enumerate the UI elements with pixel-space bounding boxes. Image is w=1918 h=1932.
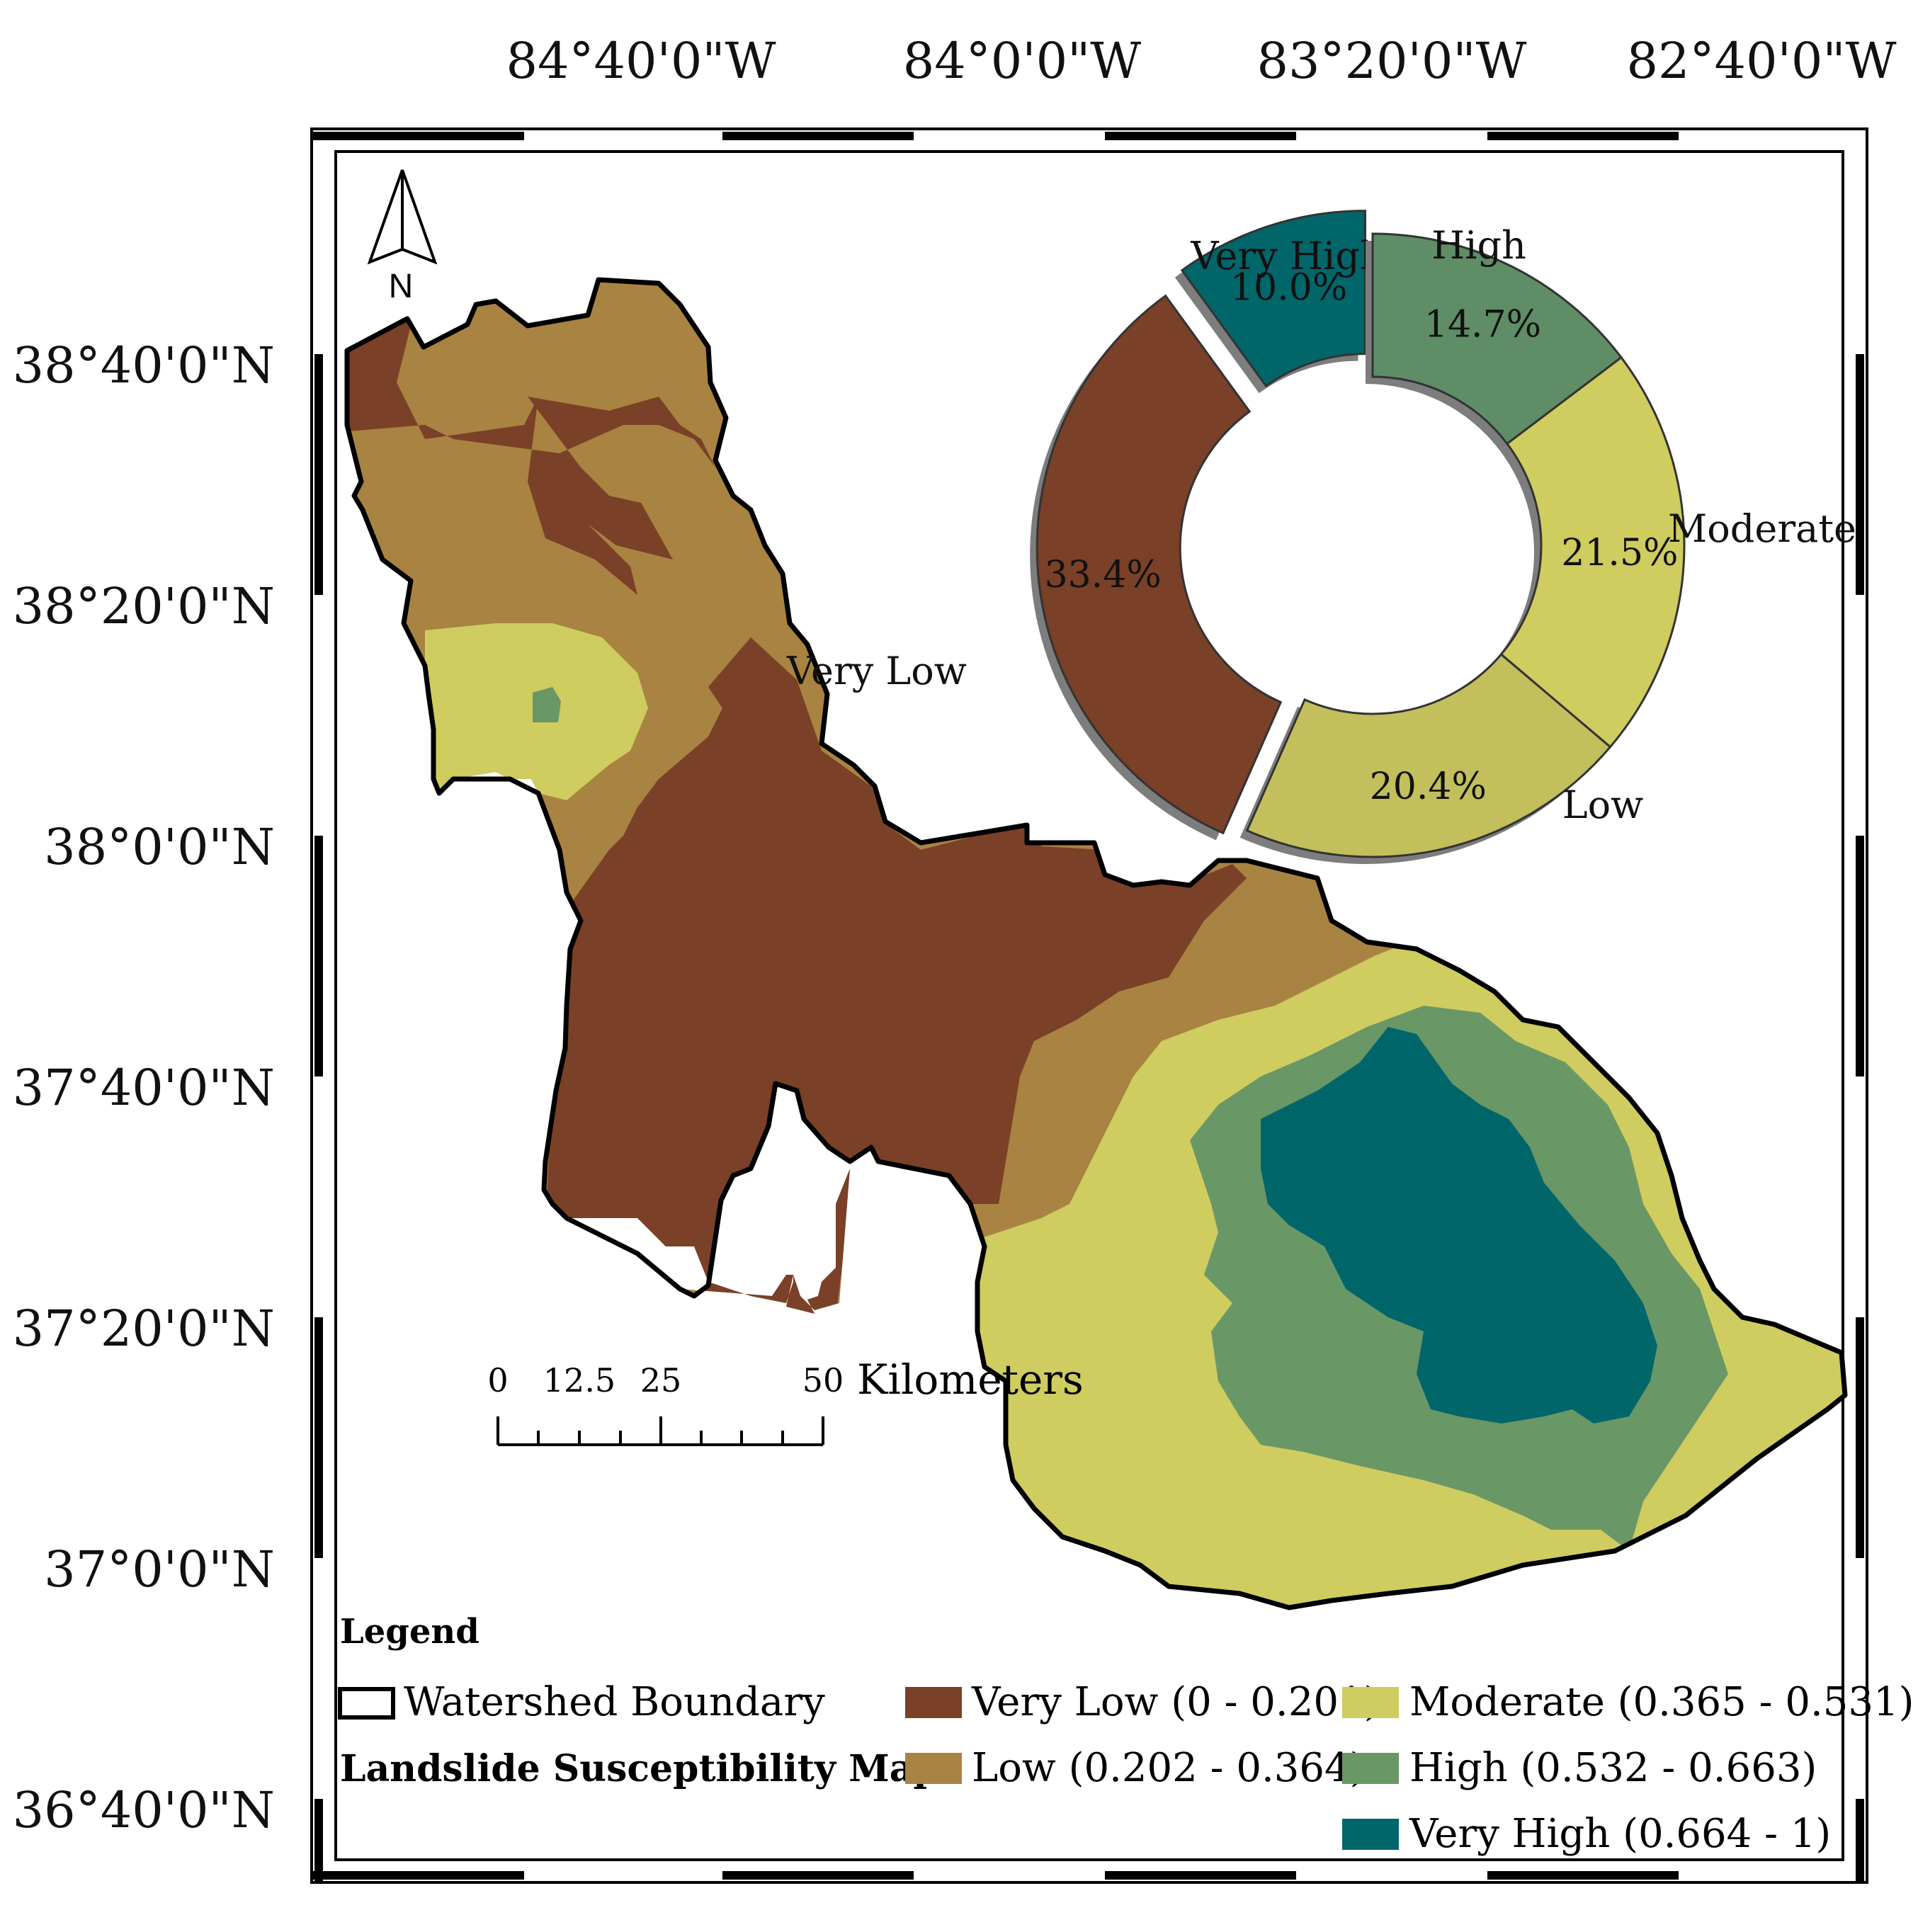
frame-tick-bar (1856, 836, 1864, 1076)
slice-name-label-very-high: Very High (1190, 234, 1384, 278)
lon-label-4: 82°40'0"W (1626, 32, 1896, 90)
slice-high (1371, 232, 1623, 445)
slice-low (1245, 652, 1612, 858)
slice-moderate (1499, 356, 1686, 749)
frame-tick-bar (314, 836, 323, 1076)
frame-tick-bar (722, 132, 914, 140)
legend-swatch-moderate (1342, 1687, 1399, 1718)
scale-unit-label: Kilometers (857, 1356, 1084, 1404)
legend-swatch-very-low (905, 1687, 962, 1718)
scale-bar: 0 12.5 25 50 Kilometers (487, 1356, 1084, 1446)
north-arrow: N (367, 169, 438, 305)
zone-very-low-central (545, 637, 1247, 1324)
frame-tick-bar (314, 1799, 323, 1882)
zone-very-high-se (1261, 1027, 1657, 1424)
legend-map-title: Landslide Susceptibility Map (340, 1747, 939, 1790)
watershed-boundary (344, 277, 1848, 1610)
lat-label-2: 38°20'0"N (13, 577, 275, 635)
lat-label-7: 36°40'0"N (13, 1781, 275, 1839)
legend-swatch-very-high (1342, 1819, 1399, 1850)
slice-value-label-moderate: 21.5% (1561, 532, 1678, 574)
frame-tick-bar (1487, 1871, 1679, 1880)
lon-label-3: 83°20'0"W (1256, 32, 1526, 90)
zone-high-nw-spot (533, 687, 561, 722)
scale-tick-label-50: 50 (802, 1361, 844, 1399)
susceptibility-donut-chart: 10.0%Very High 14.7% High 21.5%Moderate 20.4… (786, 210, 1856, 864)
lat-label-5: 37°20'0"N (13, 1300, 275, 1358)
slice-name-label-low: Low (1562, 783, 1644, 827)
legend-label-very-high: Very High (0.664 - 1) (1409, 1811, 1831, 1857)
slice-value-label-low: 20.4% (1370, 766, 1487, 808)
lat-label-6: 37°0'0"N (44, 1540, 275, 1598)
slice-very-high (1180, 210, 1366, 388)
lat-label-4: 37°40'0"N (13, 1059, 275, 1117)
slice-value-label-very-high: 10.0% (1230, 267, 1347, 309)
frame-tick-bar (1856, 354, 1864, 595)
legend-label-low: Low (0.202 - 0.364) (972, 1745, 1366, 1791)
longitude-labels: 84°40'0"W 84°0'0"W 83°20'0"W 82°40'0"W (506, 32, 1896, 90)
scale-tick-label-25: 25 (640, 1361, 682, 1399)
slice-name-label-high: High (1431, 223, 1526, 268)
latitude-labels: 38°40'0"N 38°20'0"N 38°0'0"N 37°40'0"N 3… (13, 336, 275, 1839)
slice-value-label-high: 14.7% (1424, 304, 1541, 346)
north-arrow-half-icon (401, 169, 438, 265)
lat-label-3: 38°0'0"N (44, 818, 275, 876)
boundary-swatch (338, 1687, 395, 1720)
slice-name-label-very-low: Very Low (786, 649, 967, 693)
frame-tick-bar (722, 1871, 914, 1880)
boundary-label: Watershed Boundary (404, 1679, 825, 1725)
slice-very-low (1035, 294, 1283, 835)
frame-tick-bar (314, 1317, 323, 1558)
frame-tick-bar (1856, 1799, 1864, 1882)
legend-label-very-low: Very Low (0 - 0.201) (971, 1679, 1379, 1725)
lon-label-2: 84°0'0"W (903, 32, 1142, 90)
frame-tick-bar (314, 354, 323, 595)
slice-value-label-very-low: 33.4% (1045, 554, 1162, 596)
legend-title: Legend (340, 1612, 480, 1652)
lat-label-1: 38°40'0"N (13, 336, 275, 394)
north-arrow-label: N (389, 268, 414, 305)
legend-swatch-low (905, 1753, 962, 1784)
frame-tick-bar (312, 132, 524, 140)
frame-tick-bar (312, 1871, 524, 1880)
slice-name-label-moderate: Moderate (1668, 506, 1856, 551)
frame-tick-bar (1105, 1871, 1296, 1880)
scale-tick-label-0: 0 (487, 1361, 508, 1399)
frame-tick-bar (1105, 132, 1296, 140)
frame-graticule-ticks (312, 132, 1864, 1882)
legend-label-moderate: Moderate (0.365 - 0.531) (1409, 1679, 1914, 1725)
scale-tick-label-12-5: 12.5 (543, 1361, 615, 1399)
zone-very-low-nw (347, 280, 715, 595)
legend-label-high: High (0.532 - 0.663) (1409, 1745, 1817, 1791)
legend-swatch-high (1342, 1753, 1399, 1784)
frame-tick-bar (1856, 1317, 1864, 1558)
lon-label-1: 84°40'0"W (506, 32, 776, 90)
frame-tick-bar (1487, 132, 1679, 140)
legend: Legend Watershed Boundary Landslide Susc… (338, 1612, 1914, 1857)
